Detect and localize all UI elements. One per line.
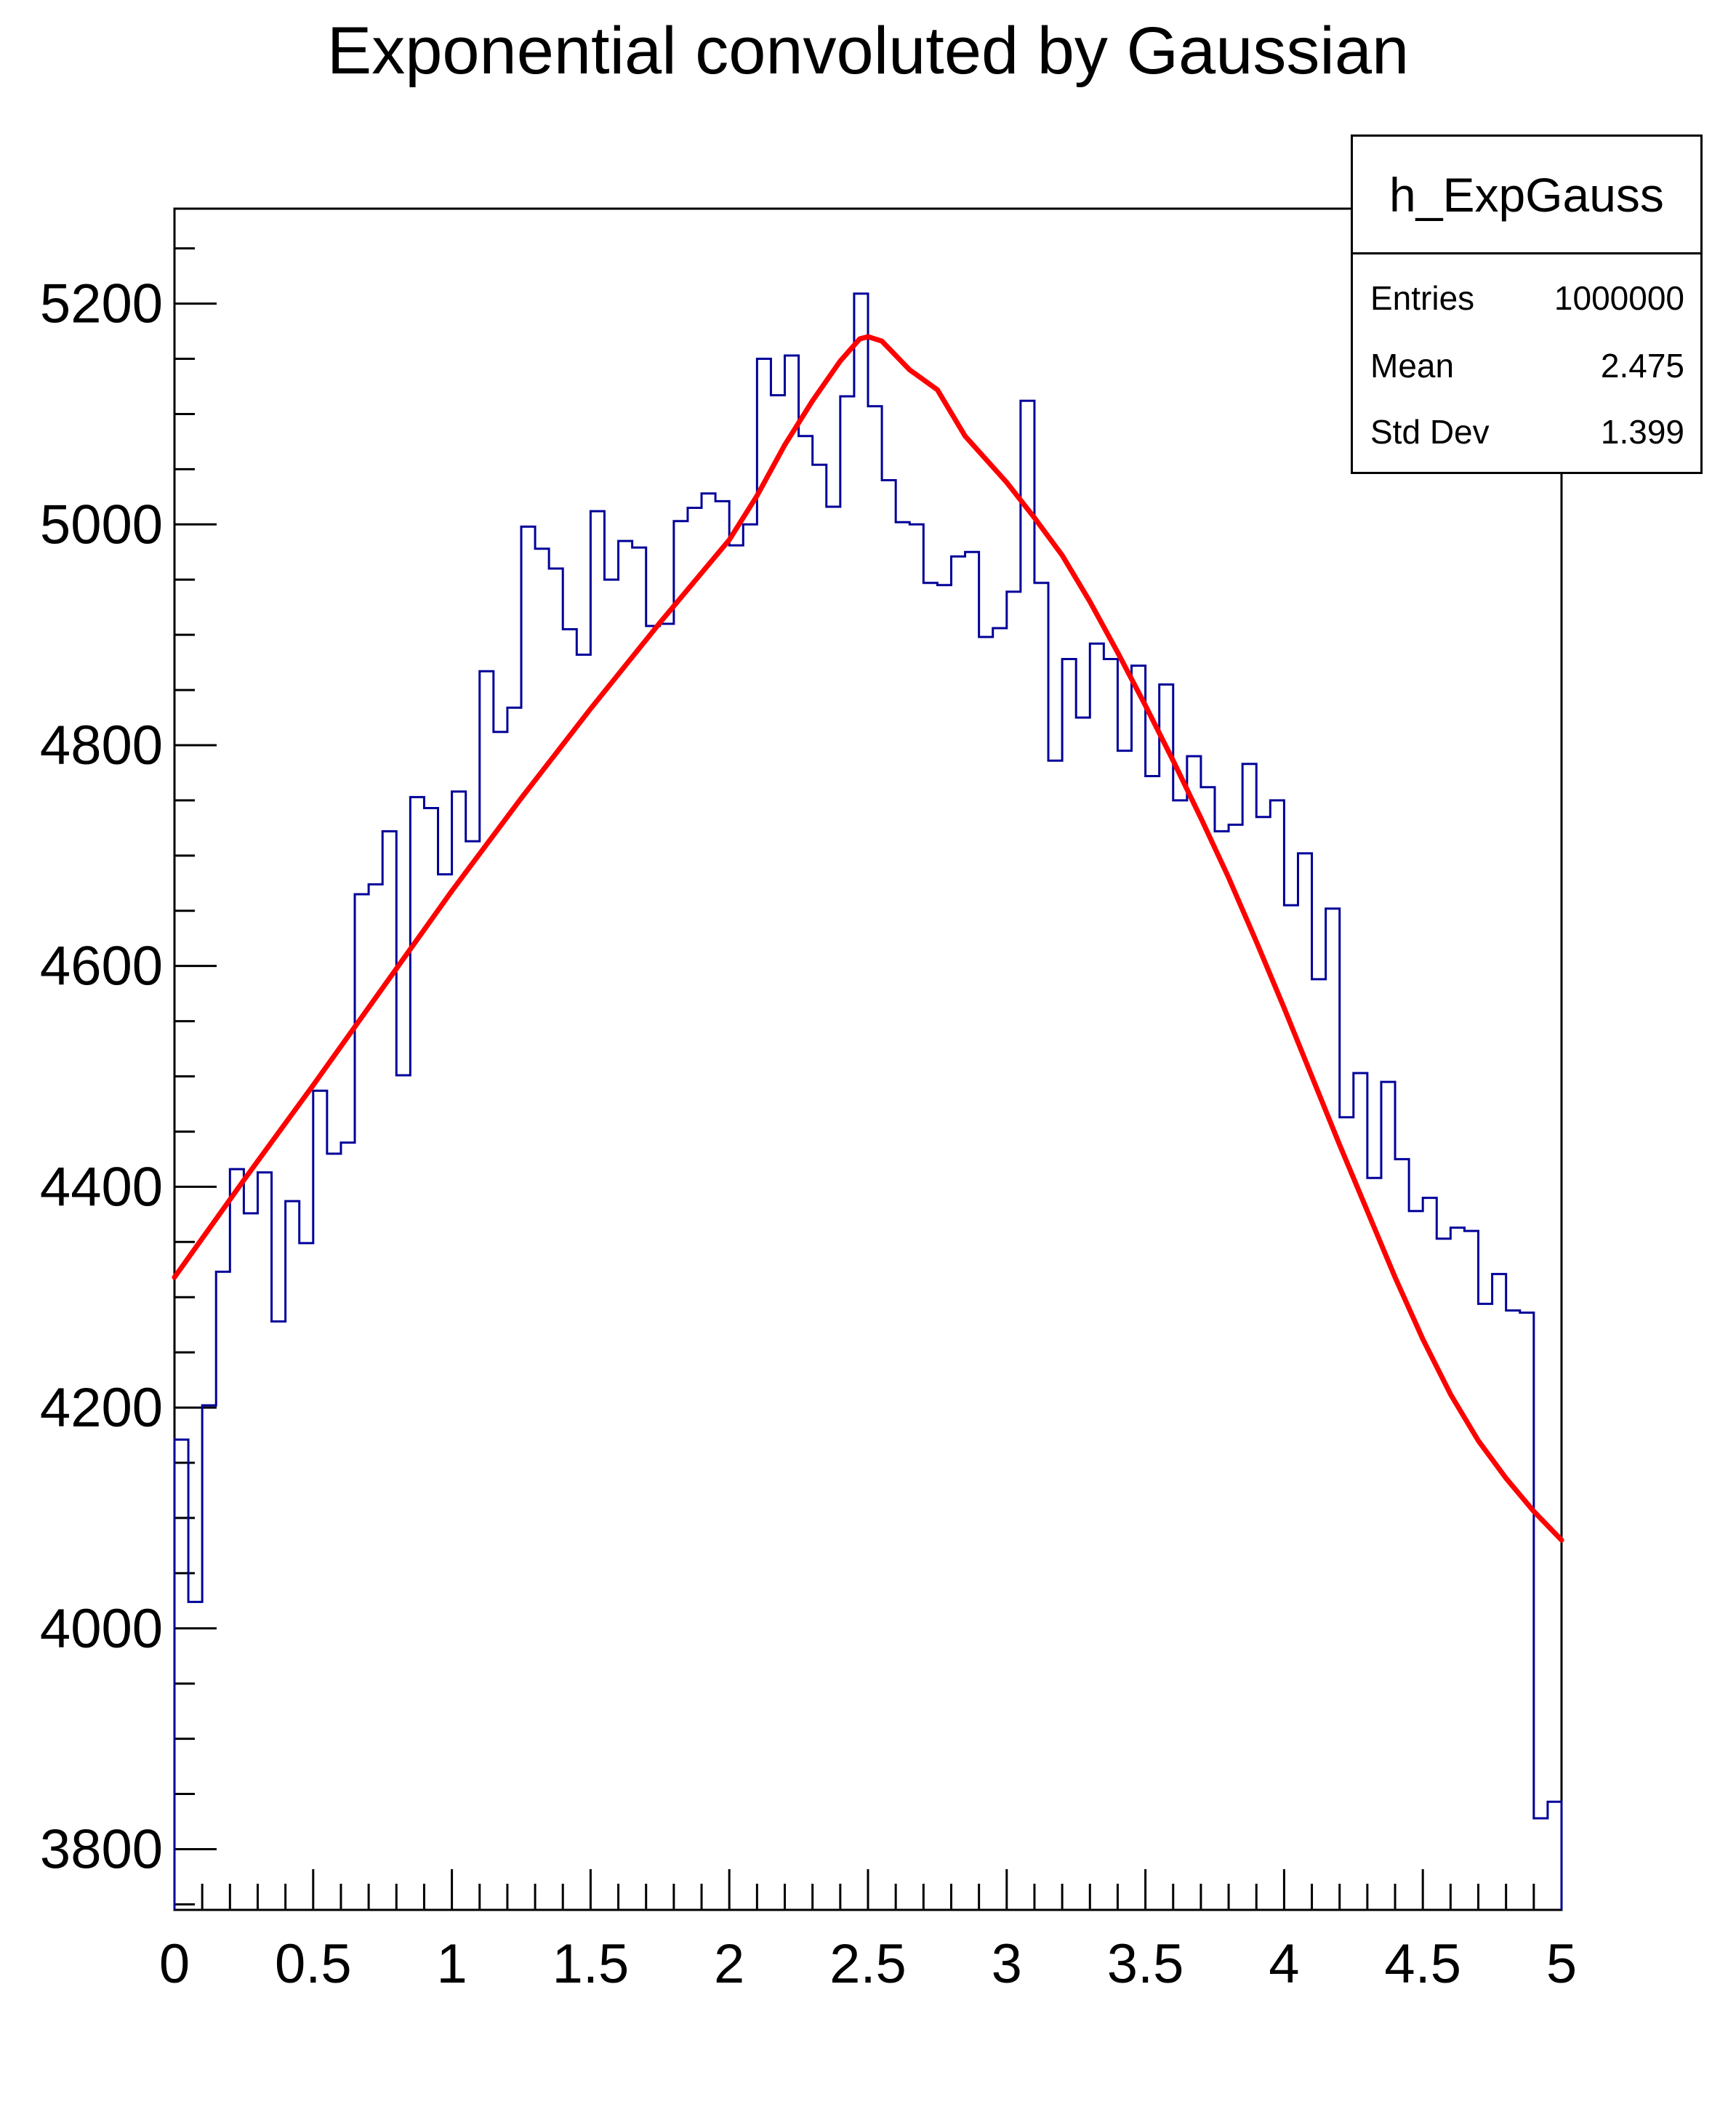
stats-row-mean: Mean 2.475	[1370, 347, 1684, 385]
stats-entries-value: 1000000	[1554, 279, 1684, 317]
x-axis-label: 0	[159, 1933, 190, 1995]
x-axis-label: 2.5	[829, 1933, 907, 1995]
y-axis-label: 3800	[40, 1818, 163, 1880]
y-axis-label: 4600	[40, 936, 163, 997]
stats-row-entries: Entries 1000000	[1370, 279, 1684, 317]
x-axis-label: 1	[436, 1933, 467, 1995]
stats-entries-label: Entries	[1370, 279, 1475, 317]
stats-mean-value: 2.475	[1600, 347, 1684, 385]
x-axis-label: 0.5	[275, 1933, 352, 1995]
stats-box: h_ExpGauss Entries 1000000 Mean 2.475 St…	[1351, 134, 1703, 474]
stats-mean-label: Mean	[1370, 347, 1455, 385]
stats-stddev-label: Std Dev	[1370, 413, 1490, 451]
stats-row-stddev: Std Dev 1.399	[1370, 413, 1684, 451]
y-axis-label: 4800	[40, 715, 163, 776]
x-axis-label: 2	[714, 1933, 744, 1995]
x-axis-label: 1.5	[552, 1933, 630, 1995]
histogram-series	[173, 292, 1563, 1910]
x-axis-label: 3	[992, 1933, 1022, 1995]
y-axis-label: 4200	[40, 1377, 163, 1439]
stats-rows: Entries 1000000 Mean 2.475 Std Dev 1.399	[1353, 257, 1700, 472]
stats-histogram-name: h_ExpGauss	[1353, 137, 1700, 254]
y-axis-label: 4400	[40, 1156, 163, 1218]
y-axis-label: 5200	[40, 273, 163, 335]
y-axis-label: 4000	[40, 1598, 163, 1660]
x-axis-label: 4	[1269, 1933, 1299, 1995]
y-axis-label: 5000	[40, 494, 163, 555]
stats-stddev-value: 1.399	[1600, 413, 1684, 451]
x-axis-label: 4.5	[1384, 1933, 1461, 1995]
x-axis-label: 5	[1546, 1933, 1577, 1995]
x-axis-label: 3.5	[1107, 1933, 1184, 1995]
plot-title: Exponential convoluted by Gaussian	[326, 14, 1410, 88]
fit-curve	[172, 334, 1564, 1543]
